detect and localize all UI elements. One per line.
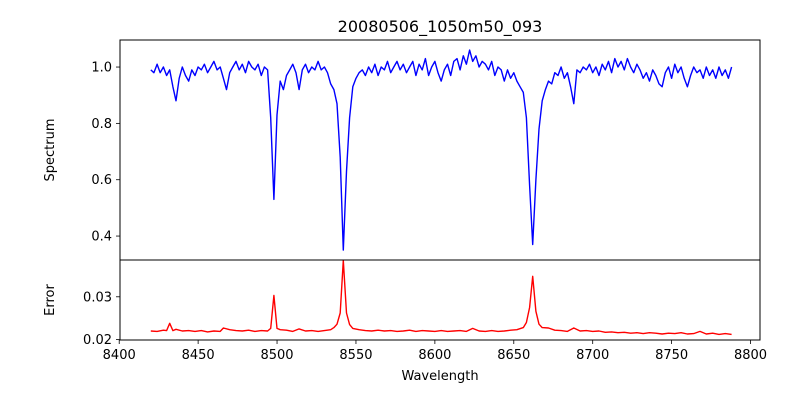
error-line	[150, 259, 732, 336]
spectrum-y-tick-label: 0.6	[91, 173, 112, 188]
spectrum-line	[150, 49, 733, 251]
y-axis-label-error: Error	[43, 284, 58, 316]
error-axes-frame	[119, 259, 761, 341]
spectrum-y-tick-label: 1.0	[91, 61, 112, 76]
x-tick-label: 8700	[576, 348, 609, 363]
y-axis-label-spectrum: Spectrum	[43, 119, 58, 182]
x-tick-label: 8400	[103, 348, 136, 363]
x-tick-label: 8750	[655, 348, 688, 363]
x-tick-label: 8500	[260, 348, 293, 363]
x-tick-label: 8650	[497, 348, 530, 363]
x-axis-label: Wavelength	[401, 369, 478, 384]
spectrum-y-tick-label: 0.8	[91, 117, 112, 132]
x-tick-label: 8800	[734, 348, 767, 363]
error-y-tick-label: 0.02	[83, 333, 112, 348]
error-axes: 0.02 0.03 8400 8450 8500 8550 8600 8650 8700 8750…	[83, 259, 767, 363]
x-tick-label: 8550	[339, 348, 372, 363]
chart-title: 20080506_1050m50_093	[338, 17, 543, 37]
spectrum-y-tick-label: 0.4	[91, 230, 112, 245]
error-y-tick-label: 0.03	[83, 290, 112, 305]
spectrum-axes: 0.4 0.6 0.8 1.0	[91, 39, 761, 261]
x-tick-label: 8600	[418, 348, 451, 363]
x-tick-label: 8450	[182, 348, 215, 363]
